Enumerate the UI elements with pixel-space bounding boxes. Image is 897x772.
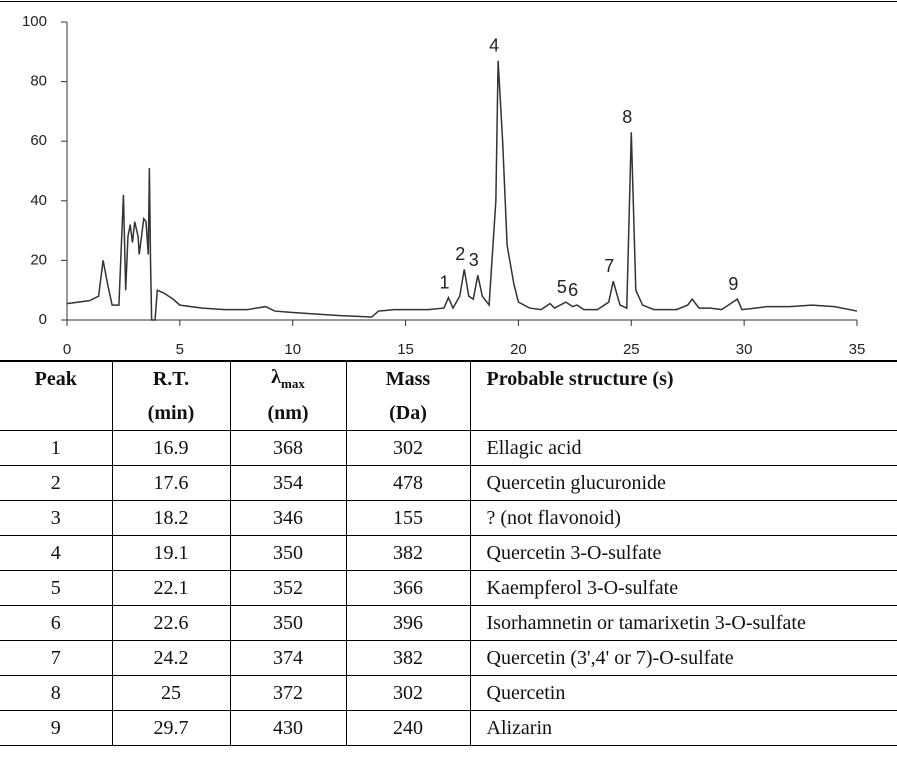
header-cell: R.T.: [111, 361, 230, 396]
peak-label: 2: [455, 244, 465, 264]
table-row: 7 24.2 374 382 Quercetin (3',4' or 7)-O-sulf…: [0, 640, 897, 676]
table-cell: 430: [229, 710, 346, 746]
table-cell: Quercetin (3',4' or 7)-O-sulfate: [469, 640, 897, 676]
y-tick-label: 60: [30, 132, 47, 149]
y-tick-label: 100: [22, 13, 47, 30]
y-tick-label: 80: [30, 73, 47, 90]
units-cell: [0, 396, 112, 431]
units-cell: (nm): [229, 396, 346, 431]
table-cell: Ellagic acid: [469, 430, 897, 466]
table-cell: 5: [0, 570, 112, 606]
peak-label: 9: [728, 274, 738, 294]
trace: [66, 60, 858, 321]
table-cell: 22.1: [111, 570, 230, 606]
header-cell: Probable structure (s): [469, 361, 897, 396]
table-cell: 382: [345, 640, 470, 676]
table-cell: 346: [229, 500, 346, 536]
table-cell: 372: [229, 675, 346, 711]
peak-label: 5: [557, 277, 567, 297]
table-cell: 29.7: [111, 710, 230, 746]
table-cell: 478: [345, 465, 470, 501]
x-tick-label: 0: [63, 341, 71, 358]
table-row: 8 25 372 302 Quercetin: [0, 675, 897, 711]
table-cell: 4: [0, 535, 112, 571]
table-cell: ? (not flavonoid): [469, 500, 897, 536]
table-row: 1 16.9 368 302 Ellagic acid: [0, 430, 897, 466]
table-cell: 354: [229, 465, 346, 501]
peak-label: 4: [489, 35, 499, 55]
table-cell: 16.9: [111, 430, 230, 466]
table-cell: 3: [0, 500, 112, 536]
table-cell: 24.2: [111, 640, 230, 676]
table-row: 5 22.1 352 366 Kaempferol 3-O-sulfate: [0, 570, 897, 606]
peak-label: 3: [469, 250, 479, 270]
y-tick-label: 40: [30, 192, 47, 209]
x-tick-label: 20: [510, 341, 527, 358]
x-tick-label: 15: [397, 341, 414, 358]
table-cell: Alizarin: [469, 710, 897, 746]
table-cell: 155: [345, 500, 470, 536]
x-tick-label: 30: [736, 341, 753, 358]
y-tick-label: 0: [39, 311, 47, 328]
table-row: 9 29.7 430 240 Alizarin: [0, 710, 897, 746]
table-cell: 302: [345, 430, 470, 466]
table-cell: 350: [229, 535, 346, 571]
peak-label: 1: [439, 272, 449, 292]
table-cell: 9: [0, 710, 112, 746]
header-cell: Mass: [345, 361, 470, 396]
table-cell: 19.1: [111, 535, 230, 571]
y-tick-label: 20: [30, 251, 47, 268]
units-cell: (Da): [345, 396, 470, 431]
units-cell: (min): [111, 396, 230, 431]
table-cell: 8: [0, 675, 112, 711]
header-subscript: max: [280, 376, 305, 391]
x-tick-label: 5: [176, 341, 184, 358]
table-cell: 7: [0, 640, 112, 676]
table-row: 4 19.1 350 382 Quercetin 3-O-sulfate: [0, 535, 897, 571]
table-row: 6 22.6 350 396 Isorhamnetin or tamarixetin 3…: [0, 605, 897, 641]
table-cell: 366: [345, 570, 470, 606]
table-cell: Kaempferol 3-O-sulfate: [469, 570, 897, 606]
x-tick-label: 10: [284, 341, 301, 358]
x-tick-label: 35: [849, 341, 866, 358]
units-cell: [469, 396, 897, 431]
peak-label: 7: [604, 256, 614, 276]
table-cell: 352: [229, 570, 346, 606]
header-symbol: λ: [271, 366, 281, 388]
table-cell: 18.2: [111, 500, 230, 536]
table-cell: 368: [229, 430, 346, 466]
table-row: Peak R.T. λmax Mass Probable structure (s): [0, 361, 897, 396]
peak-label: 6: [568, 280, 578, 300]
table-cell: Quercetin glucuronide: [469, 465, 897, 501]
table-cell: 25: [111, 675, 230, 711]
peak-label: 8: [622, 107, 632, 127]
table-cell: 374: [229, 640, 346, 676]
header-cell: λmax: [229, 361, 346, 396]
table-cell: 2: [0, 465, 112, 501]
table-cell: Quercetin: [469, 675, 897, 711]
table-cell: Isorhamnetin or tamarixetin 3-O-sulfate: [469, 605, 897, 641]
table-cell: 1: [0, 430, 112, 466]
peak-table: Peak R.T. λmax Mass Probable structure (s) (m…: [0, 360, 897, 746]
table-row: (min) (nm) (Da): [0, 396, 897, 431]
table-cell: 396: [345, 605, 470, 641]
table-row: 3 18.2 346 155? (not flavonoid): [0, 500, 897, 536]
table-cell: 302: [345, 675, 470, 711]
table-cell: 350: [229, 605, 346, 641]
table-row: 2 17.6 354 478 Quercetin glucuronide: [0, 465, 897, 501]
x-tick-label: 25: [623, 341, 640, 358]
table-cell: 382: [345, 535, 470, 571]
header-cell: Peak: [34, 367, 77, 390]
table-cell: 22.6: [111, 605, 230, 641]
table-cell: 6: [0, 605, 112, 641]
table-cell: 240: [345, 710, 470, 746]
table-cell: 17.6: [111, 465, 230, 501]
table-cell: Quercetin 3-O-sulfate: [469, 535, 897, 571]
